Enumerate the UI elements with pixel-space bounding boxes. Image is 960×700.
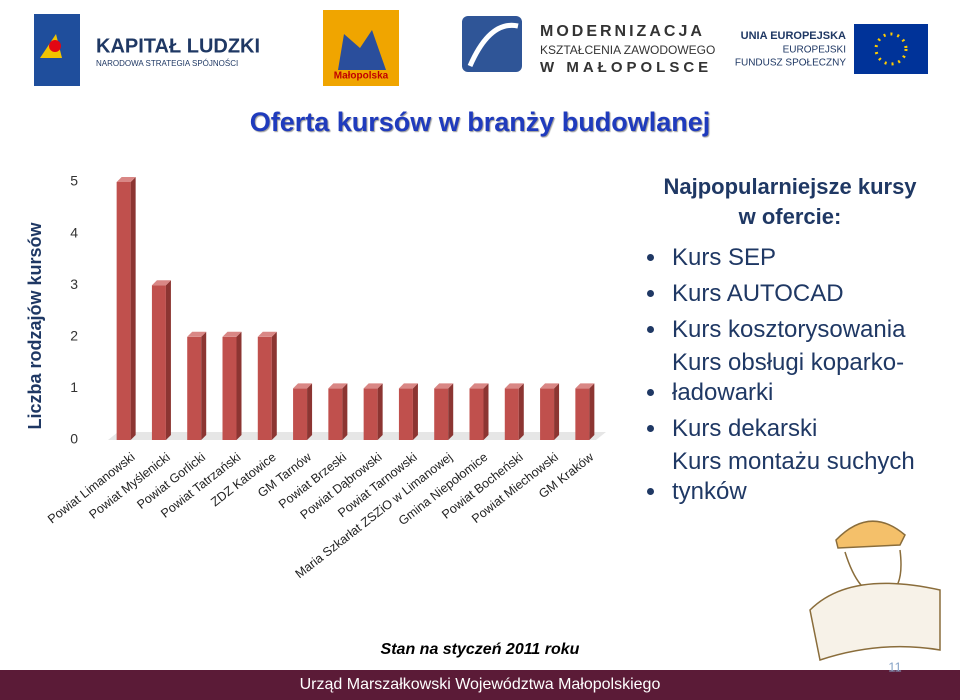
bar-top	[504, 383, 524, 389]
bar-top	[293, 383, 313, 389]
bar-top	[398, 383, 418, 389]
logo-malopolska: Małopolska	[323, 10, 399, 86]
logo-subtitle: NARODOWA STRATEGIA SPÓJNOŚCI	[96, 59, 238, 68]
y-tick-label: 1	[70, 379, 78, 395]
bar-side	[271, 331, 277, 440]
bar-side	[448, 383, 454, 440]
panel-heading: w ofercie:	[738, 204, 842, 229]
note: Stan na styczeń 2011 roku	[381, 641, 580, 658]
footer-bar	[0, 670, 960, 700]
chart-floor	[108, 432, 606, 440]
bar-side	[589, 383, 595, 440]
bar	[540, 388, 555, 440]
course-item: Kurs obsługi koparko-ładowarki	[668, 348, 950, 411]
bar	[363, 388, 378, 440]
logo-line: EUROPEJSKI	[783, 45, 846, 56]
logo-line: KSZTAŁCENIA ZAWODOWEGO	[540, 43, 715, 57]
y-tick-label: 5	[70, 173, 78, 189]
logo-modernizacja: MODERNIZACJA KSZTAŁCENIA ZAWODOWEGO W MA…	[462, 16, 715, 76]
bar-top	[151, 280, 171, 286]
bar-side	[236, 331, 242, 440]
y-tick-label: 2	[70, 328, 78, 344]
bar	[222, 336, 237, 440]
logo-kapital-ludzki: KAPITAŁ LUDZKI NARODOWA STRATEGIA SPÓJNO…	[34, 14, 260, 86]
course-item: Kurs kosztorysowania	[668, 312, 950, 348]
bar-top	[187, 331, 207, 337]
bar-top	[116, 177, 136, 182]
y-tick-label: 0	[70, 431, 78, 447]
course-text: Kurs montażu suchych tynków	[672, 448, 915, 505]
bar	[116, 182, 131, 440]
bar	[293, 388, 308, 440]
bar-top	[257, 331, 277, 337]
bar	[328, 388, 343, 440]
bar-side	[483, 383, 489, 440]
course-list: Kurs SEP Kurs AUTOCAD Kurs kosztorysowania…	[630, 240, 950, 510]
bar-top	[363, 383, 383, 389]
bar-top	[434, 383, 454, 389]
y-tick-label: 3	[70, 276, 78, 292]
logo-ue: UNIA EUROPEJSKA EUROPEJSKI FUNDUSZ SPOŁE…	[735, 24, 928, 74]
bar-top	[222, 331, 242, 337]
bar-top	[469, 383, 489, 389]
bar-top	[540, 383, 560, 389]
y-axis-label: Liczba rodzajów kursów	[25, 221, 45, 429]
bar-side	[412, 383, 418, 440]
footer-text: Urząd Marszałkowski Województwa Małopols…	[300, 676, 661, 693]
course-item: Kurs dekarski	[668, 411, 950, 447]
bar-top	[328, 383, 348, 389]
course-text: Kurs obsługi koparko-ładowarki	[672, 349, 905, 406]
bar	[187, 336, 202, 440]
bar	[257, 336, 272, 440]
logo-line: MODERNIZACJA	[540, 23, 705, 40]
panel-heading: Najpopularniejsze kursy	[663, 174, 917, 199]
bar	[434, 388, 449, 440]
bar-side	[518, 383, 524, 440]
course-item: Kurs SEP	[668, 240, 950, 276]
bar-side	[130, 177, 136, 440]
bar	[575, 388, 590, 440]
bar	[469, 388, 484, 440]
logo-line: UNIA EUROPEJSKA	[741, 30, 846, 42]
bar-side	[201, 331, 207, 440]
slide-title: Oferta kursów w branży budowlanej	[250, 107, 711, 137]
course-text: Kurs SEP	[672, 244, 777, 271]
bar	[398, 388, 413, 440]
course-item: Kurs AUTOCAD	[668, 276, 950, 312]
bar-side	[554, 383, 560, 440]
bar-side	[307, 383, 313, 440]
course-panel: Najpopularniejsze kursy w ofercie: Kurs …	[630, 172, 950, 510]
course-text: Kurs dekarski	[672, 415, 818, 442]
bar	[504, 388, 519, 440]
logo-line: FUNDUSZ SPOŁECZNY	[735, 58, 846, 69]
page-number: 11	[888, 659, 902, 674]
logo-line: W MAŁOPOLSCE	[540, 59, 712, 76]
bar-side	[165, 280, 171, 440]
logo-title: KAPITAŁ LUDZKI	[96, 35, 260, 57]
y-tick-label: 4	[70, 224, 78, 240]
course-text: Kurs AUTOCAD	[672, 280, 844, 307]
course-item: Kurs montażu suchych tynków	[668, 447, 950, 510]
logo-title: Małopolska	[334, 71, 389, 82]
bar	[151, 285, 166, 440]
illustration	[809, 520, 941, 661]
bar-side	[377, 383, 383, 440]
course-text: Kurs kosztorysowania	[672, 316, 906, 343]
bar-top	[575, 383, 595, 389]
bar-side	[342, 383, 348, 440]
